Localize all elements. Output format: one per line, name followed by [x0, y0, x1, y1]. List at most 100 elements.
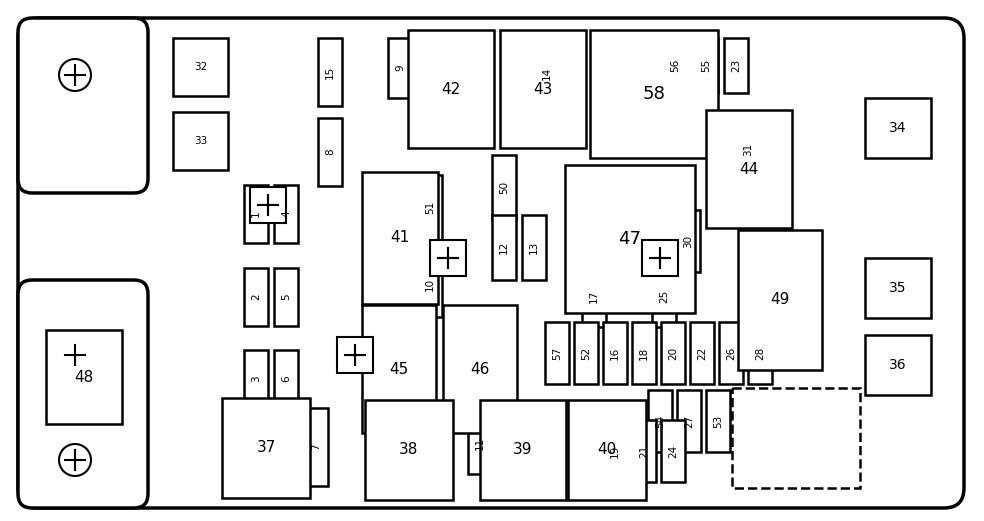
FancyBboxPatch shape [18, 18, 148, 193]
Text: 19: 19 [610, 444, 620, 457]
Bar [719, 322, 743, 384]
Text: 42: 42 [442, 81, 461, 96]
Text: 16: 16 [610, 346, 620, 359]
Text: 20: 20 [668, 346, 678, 359]
Bar [661, 322, 685, 384]
Text: 48: 48 [75, 369, 93, 384]
Text: 17: 17 [589, 289, 599, 303]
Bar [545, 322, 569, 384]
Bar [362, 305, 436, 433]
Bar [408, 30, 494, 148]
Bar [865, 335, 931, 395]
Bar [663, 38, 687, 93]
Bar [173, 112, 228, 170]
Text: 3: 3 [251, 376, 261, 382]
Bar [46, 330, 122, 424]
Bar [661, 420, 685, 482]
FancyBboxPatch shape [18, 280, 148, 508]
Text: 12: 12 [499, 241, 509, 254]
Bar [318, 38, 342, 106]
Text: 53: 53 [713, 414, 723, 428]
Text: 51: 51 [425, 201, 435, 214]
Text: 40: 40 [597, 442, 617, 457]
Text: 28: 28 [755, 346, 765, 359]
Bar [418, 252, 442, 317]
Bar [388, 38, 412, 98]
Bar [500, 30, 586, 148]
Bar [706, 110, 792, 228]
Text: 39: 39 [514, 442, 532, 457]
Text: 54: 54 [655, 414, 665, 428]
Text: 23: 23 [731, 59, 741, 72]
Bar [274, 350, 298, 408]
Text: 26: 26 [726, 346, 736, 359]
Text: 8: 8 [325, 148, 335, 155]
Bar [865, 258, 931, 318]
Bar [748, 322, 772, 384]
Bar [244, 350, 268, 408]
Bar [706, 390, 730, 452]
Text: 31: 31 [743, 142, 753, 156]
Bar [244, 185, 268, 243]
Bar [522, 215, 546, 280]
Text: 9: 9 [395, 65, 405, 71]
Text: 49: 49 [770, 292, 790, 307]
Text: 41: 41 [391, 230, 409, 245]
Bar [652, 265, 676, 327]
Bar [318, 118, 342, 186]
Text: 2: 2 [251, 294, 261, 300]
Bar [222, 398, 310, 498]
Text: 25: 25 [659, 289, 669, 303]
Bar [694, 38, 718, 93]
Bar [274, 185, 298, 243]
Bar [568, 400, 646, 500]
Text: 36: 36 [890, 358, 907, 372]
FancyBboxPatch shape [18, 18, 964, 508]
Bar [173, 38, 228, 96]
Bar [565, 165, 695, 313]
Text: 55: 55 [701, 59, 711, 72]
Bar [443, 305, 517, 433]
Text: 5: 5 [281, 294, 291, 300]
Bar [603, 420, 627, 482]
Text: 14: 14 [542, 66, 552, 80]
Bar [865, 98, 931, 158]
Text: 58: 58 [643, 85, 665, 103]
Text: 33: 33 [194, 136, 207, 146]
Bar [250, 187, 286, 223]
Text: 37: 37 [256, 440, 276, 455]
Bar [492, 155, 516, 220]
Bar [632, 322, 656, 384]
Bar [582, 265, 606, 327]
Text: 43: 43 [533, 81, 553, 96]
Text: 18: 18 [639, 346, 649, 359]
Text: 52: 52 [581, 346, 591, 359]
Text: 11: 11 [475, 437, 485, 450]
Bar [632, 420, 656, 482]
Text: 34: 34 [890, 121, 906, 135]
Bar [724, 38, 748, 93]
Bar [535, 38, 559, 108]
Text: 32: 32 [194, 62, 207, 72]
Text: 45: 45 [390, 362, 408, 377]
Bar [480, 400, 566, 500]
Bar [365, 400, 453, 500]
Text: 7: 7 [311, 444, 321, 450]
Text: 21: 21 [639, 444, 649, 457]
Text: 44: 44 [739, 162, 759, 177]
Bar [732, 388, 860, 488]
Text: 30: 30 [683, 234, 693, 247]
Text: 1: 1 [251, 210, 261, 217]
Bar [590, 30, 718, 158]
Bar [736, 118, 760, 180]
Text: 6: 6 [281, 376, 291, 382]
Text: 47: 47 [619, 230, 642, 248]
Bar [677, 390, 701, 452]
Bar [738, 230, 822, 370]
Text: 24: 24 [668, 444, 678, 457]
Bar [362, 172, 438, 304]
Text: 50: 50 [499, 181, 509, 194]
Bar [648, 390, 672, 452]
Text: 38: 38 [400, 442, 418, 457]
Bar [603, 322, 627, 384]
